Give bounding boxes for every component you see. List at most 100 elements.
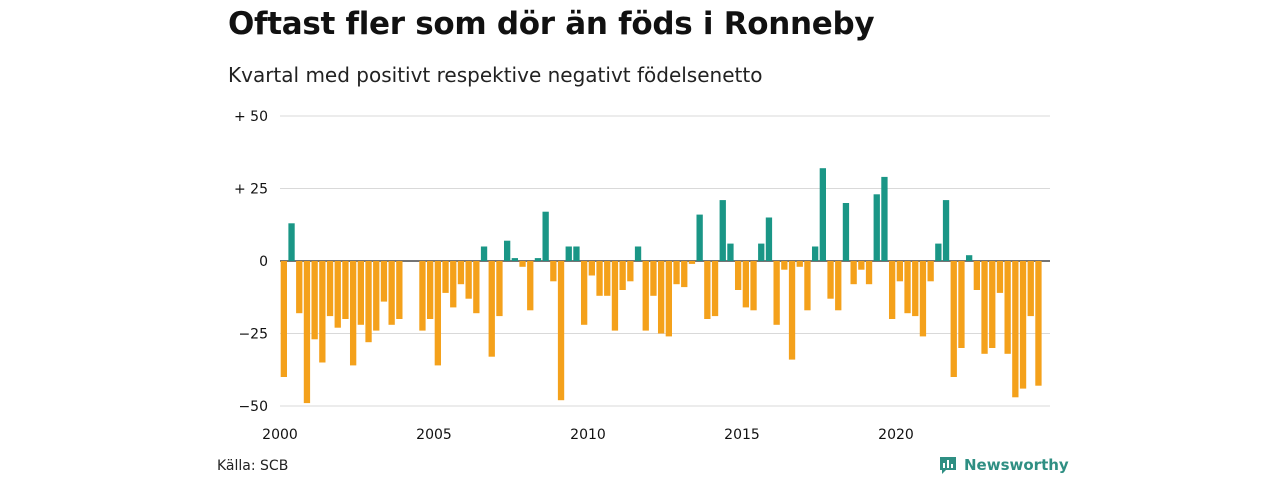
bar [696, 214, 703, 261]
bar [973, 261, 980, 290]
bar [303, 261, 311, 404]
bar [442, 261, 449, 293]
bar [619, 261, 626, 290]
bar [781, 261, 788, 270]
bar [765, 217, 773, 261]
x-tick-label: 2015 [724, 427, 760, 443]
brand-logo: Newsworthy [938, 455, 1069, 475]
bar [527, 261, 534, 311]
bar [319, 261, 326, 363]
bar [881, 176, 888, 261]
x-tick-label: 2005 [416, 427, 452, 443]
bar [788, 261, 796, 360]
bar [950, 261, 957, 377]
bar [573, 246, 580, 261]
bar [642, 261, 649, 331]
bar [773, 261, 780, 325]
bar [450, 261, 457, 308]
x-tick-label: 2000 [262, 427, 298, 443]
y-tick-label: 0 [259, 254, 268, 270]
bar [742, 261, 749, 308]
bar [349, 261, 357, 366]
bar [542, 211, 549, 261]
bar-chart: + 50 + 25 0 −25 −50 2000 2005 2010 2015 2020 [234, 109, 1050, 443]
x-axis-ticks: 2000 2005 2010 2015 2020 [262, 427, 914, 443]
bar [827, 261, 834, 299]
y-tick-label: −50 [238, 399, 268, 415]
bar [596, 261, 603, 296]
bar [503, 240, 511, 261]
bars [280, 168, 1042, 404]
bar [373, 261, 380, 331]
bar [865, 261, 873, 285]
bar [634, 246, 642, 261]
bar [711, 261, 719, 317]
bar [811, 246, 819, 261]
bar [758, 243, 765, 261]
bar [796, 261, 803, 267]
bar [611, 261, 619, 331]
bar [673, 261, 680, 285]
bar [288, 223, 295, 261]
x-tick-label: 2020 [878, 427, 914, 443]
bar [1035, 261, 1042, 386]
source-note: Källa: SCB [217, 458, 289, 474]
bar [480, 246, 488, 261]
bar [280, 261, 287, 377]
bar [965, 255, 973, 261]
bar [727, 243, 734, 261]
bar [365, 261, 372, 343]
bar [704, 261, 711, 319]
bar [996, 261, 1004, 293]
brand-name: Newsworthy [964, 456, 1069, 474]
bar [719, 200, 726, 261]
bar [850, 261, 857, 285]
bar [1004, 261, 1011, 354]
bar [981, 261, 988, 354]
bar [1019, 261, 1027, 389]
bar [989, 261, 996, 348]
bar [750, 261, 757, 311]
bar [396, 261, 403, 319]
bar [419, 261, 426, 331]
y-axis-ticks: + 50 + 25 0 −25 −50 [234, 109, 268, 415]
bar [627, 261, 634, 282]
bar [488, 261, 495, 357]
bar [588, 261, 595, 276]
bar [357, 261, 364, 325]
y-tick-label: −25 [238, 327, 268, 343]
bar [342, 261, 349, 319]
gridlines [280, 115, 1050, 407]
bar [496, 261, 503, 317]
bar [935, 243, 942, 261]
bar [842, 203, 850, 261]
bar [904, 261, 911, 314]
bar [665, 261, 672, 337]
bar [519, 261, 526, 267]
bar [465, 261, 472, 299]
bar [688, 261, 696, 264]
bar [511, 258, 518, 261]
y-tick-label: + 25 [234, 182, 268, 198]
x-tick-label: 2010 [570, 427, 606, 443]
bar [942, 200, 950, 261]
bar [426, 261, 434, 319]
bar [457, 261, 465, 285]
bar [326, 261, 334, 317]
bar [434, 261, 441, 366]
bar [681, 261, 688, 288]
bar [650, 261, 657, 296]
bar [550, 261, 557, 282]
bar [734, 261, 742, 290]
bar [858, 261, 865, 270]
bar [604, 261, 611, 296]
bar [873, 194, 880, 261]
bar [296, 261, 303, 314]
newsworthy-logo-icon [940, 457, 956, 474]
chart-subtitle: Kvartal med positivt respektive negativt… [228, 63, 763, 87]
y-tick-label: + 50 [234, 109, 268, 125]
bar [927, 261, 934, 282]
bar [565, 246, 572, 261]
bar [1012, 261, 1019, 398]
bar [580, 261, 588, 325]
